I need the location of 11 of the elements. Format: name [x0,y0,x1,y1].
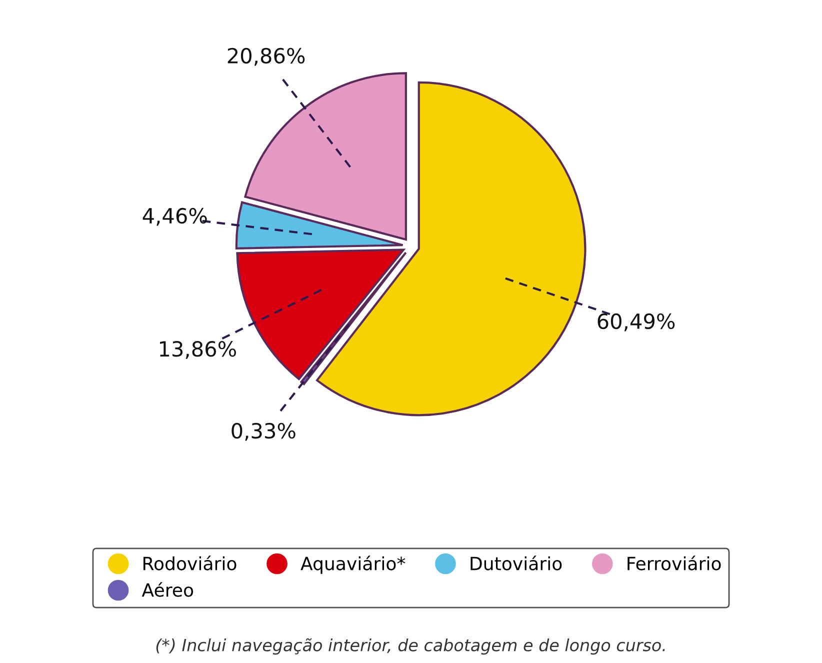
data-label: 0,33% [232,422,296,441]
legend-label: Rodoviário [144,556,236,570]
data-label: 13,86% [160,341,236,359]
data-label: 20,86% [228,48,305,66]
data-label: 60,49% [598,313,675,332]
legend-label: Aquaviário* [300,556,406,574]
legend-label: Dutoviário [470,556,562,570]
data-label: 4,46% [142,208,207,226]
legend-label: Ferroviário [628,556,721,570]
legend-label: Aéreo [142,582,194,597]
text: (*) Inclui navegação interior, de cabotagem e de longo curso. [156,638,665,655]
